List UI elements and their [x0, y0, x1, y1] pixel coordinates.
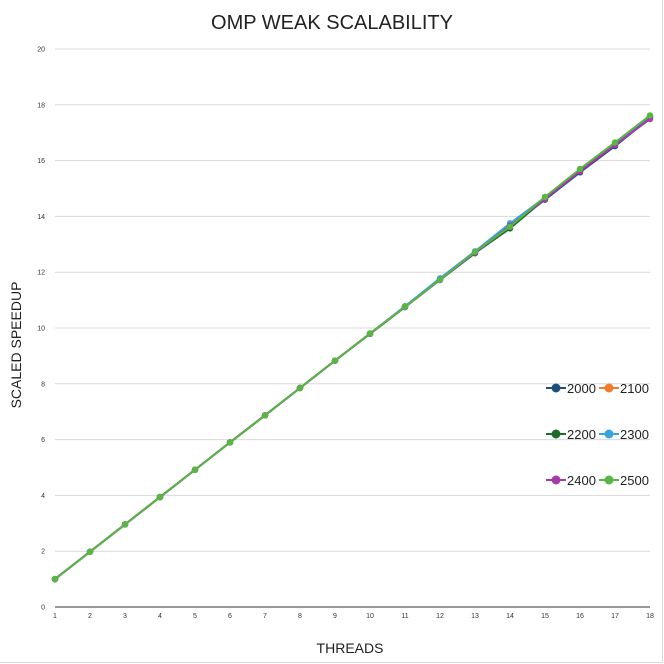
- x-tick-label: 10: [366, 613, 374, 620]
- legend-item-2200: 2200: [546, 427, 596, 442]
- x-tick-label: 12: [436, 613, 444, 620]
- x-tick-label: 18: [646, 613, 654, 620]
- legend-swatch-marker: [604, 475, 614, 485]
- gridlines: [55, 48, 650, 552]
- y-tick-label: 2: [41, 549, 45, 556]
- x-tick-label: 16: [576, 613, 584, 620]
- y-tick-label: 6: [41, 437, 45, 444]
- x-tick-label: 13: [471, 613, 479, 620]
- data-point: [646, 112, 654, 119]
- legend-item-2000: 2000: [546, 381, 596, 396]
- y-tick-label: 10: [37, 326, 45, 333]
- y-tick-label: 4: [41, 493, 45, 500]
- x-tick-label: 1: [53, 613, 57, 620]
- x-tick-label: 2: [88, 613, 92, 620]
- legend-label: 2400: [567, 473, 596, 488]
- legend-swatch-marker: [551, 429, 561, 439]
- data-point: [576, 165, 584, 173]
- x-tick-labels: 1 2 3 4 5 6 7 8 9 10 11 12 13 14 15 16 17 18: [53, 613, 654, 620]
- data-point: [121, 521, 129, 528]
- legend-swatch-marker: [604, 383, 614, 393]
- data-point: [541, 193, 549, 201]
- x-tick-label: 11: [401, 613, 408, 620]
- legend-item-2100: 2100: [599, 381, 649, 396]
- data-point: [191, 466, 199, 473]
- data-point: [401, 303, 409, 310]
- data-point: [86, 548, 94, 555]
- data-point: [436, 276, 444, 283]
- x-tick-label: 7: [263, 613, 267, 620]
- legend-label: 2000: [567, 381, 596, 396]
- y-tick-label: 16: [37, 158, 45, 165]
- legend-swatch-marker: [604, 429, 614, 439]
- y-tick-label: 20: [37, 47, 45, 54]
- data-point: [51, 575, 59, 583]
- legend-label: 2200: [567, 427, 596, 442]
- data-point: [366, 330, 374, 337]
- data-point: [156, 493, 164, 501]
- y-tick-label: 0: [41, 605, 45, 612]
- series-line: [54, 114, 651, 580]
- y-tick-label: 14: [37, 214, 45, 221]
- series-2500: [51, 112, 654, 583]
- legend-label: 2300: [620, 427, 649, 442]
- x-tick-label: 8: [298, 613, 302, 620]
- legend-item-2500: 2500: [599, 473, 649, 488]
- x-tick-label: 17: [611, 613, 619, 620]
- legend-item-2300: 2300: [599, 427, 649, 442]
- y-tick-label: 18: [37, 102, 45, 109]
- legend-swatch-marker: [551, 475, 561, 485]
- legend-item-2400: 2400: [546, 473, 596, 488]
- legend-swatch-marker: [551, 383, 561, 393]
- series-lines: [51, 112, 654, 583]
- legend-label: 2500: [620, 473, 649, 488]
- legend-label: 2100: [620, 381, 649, 396]
- x-axis-label: THREADS: [316, 640, 384, 656]
- chart-title: OMP WEAK SCALABILITY: [211, 12, 453, 34]
- data-point: [611, 139, 619, 146]
- x-tick-label: 4: [158, 613, 162, 620]
- data-point: [471, 248, 479, 256]
- x-tick-label: 3: [123, 613, 127, 620]
- data-point: [506, 223, 514, 230]
- x-tick-label: 15: [541, 613, 549, 620]
- data-point: [296, 384, 304, 392]
- y-tick-labels: 0 2 4 6 8 10 12 14 16 18 20: [37, 47, 45, 612]
- x-tick-label: 9: [333, 613, 337, 620]
- x-tick-label: 6: [228, 613, 232, 620]
- x-tick-label: 5: [193, 613, 197, 620]
- y-tick-label: 12: [37, 270, 45, 277]
- y-tick-label: 8: [41, 381, 45, 388]
- data-point: [261, 412, 269, 419]
- x-tick-label: 14: [506, 613, 514, 620]
- legend: 2000 2100 2200 2300 2400 2500: [546, 381, 649, 488]
- data-point: [226, 439, 234, 446]
- data-point: [331, 357, 339, 364]
